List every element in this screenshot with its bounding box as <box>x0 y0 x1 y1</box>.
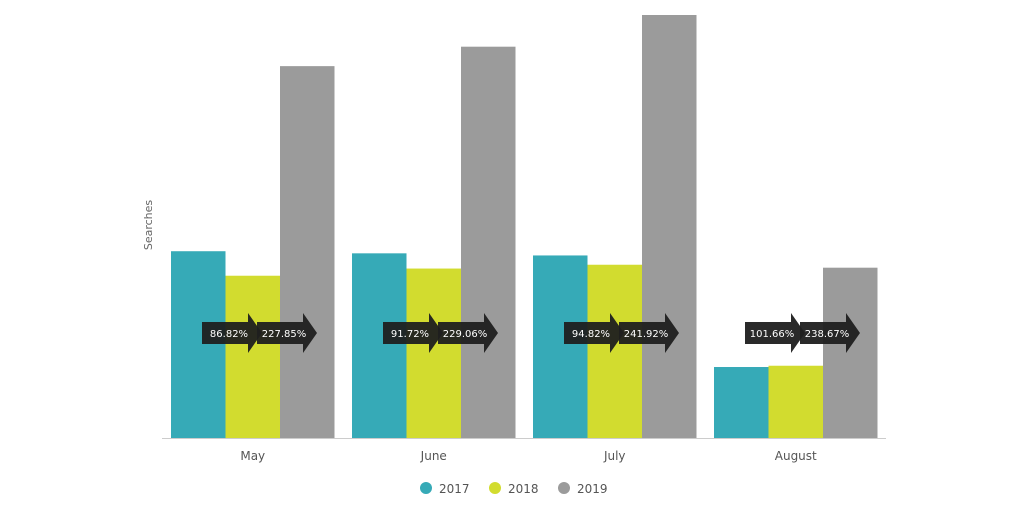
legend-swatch <box>420 482 432 494</box>
bar-may-2019[interactable] <box>280 66 335 438</box>
callout-july-2019-vs-2017-label: 241.92% <box>624 329 669 340</box>
legend-label: 2017 <box>439 482 470 496</box>
callout-june-2019-vs-2017-arrow <box>438 313 498 353</box>
bar-august-2018[interactable] <box>768 365 824 438</box>
callout-may-2018-vs-2017-arrow <box>202 313 262 353</box>
callout-june-2018-vs-2017-label: 91.72% <box>391 329 429 340</box>
legend-item-2019[interactable]: 2019 <box>558 482 608 496</box>
callout-august-2018-vs-2017-label: 101.66% <box>750 329 795 340</box>
bar-july-2019[interactable] <box>642 15 697 438</box>
bar-may-2018[interactable] <box>225 275 281 438</box>
bar-may-2017[interactable] <box>171 251 226 438</box>
bar-august-2019[interactable] <box>823 267 878 438</box>
bar-june-2017[interactable] <box>352 253 407 438</box>
legend-label: 2018 <box>508 482 539 496</box>
x-tick-label: August <box>775 449 817 463</box>
callout-may-2019-vs-2017-arrow <box>257 313 317 353</box>
callout-may-2018-vs-2017-label: 86.82% <box>210 329 248 340</box>
bar-june-2019[interactable] <box>461 46 516 438</box>
legend-item-2018[interactable]: 2018 <box>489 482 539 496</box>
callout-august-2019-vs-2017-label: 238.67% <box>805 329 850 340</box>
x-tick-labels: May June July August <box>240 449 817 463</box>
legend-swatch <box>489 482 501 494</box>
legend-swatch <box>558 482 570 494</box>
x-tick-label: July <box>603 449 626 463</box>
bar-july-2018[interactable] <box>587 264 643 438</box>
callout-may-2019-vs-2017-label: 227.85% <box>262 329 307 340</box>
bars-group <box>171 15 878 438</box>
legend-label: 2019 <box>577 482 608 496</box>
bar-june-2018[interactable] <box>406 268 462 438</box>
callout-july-2019-vs-2017-arrow <box>619 313 679 353</box>
callout-august-2018-vs-2017-arrow <box>745 313 805 353</box>
callout-june-2019-vs-2017-label: 229.06% <box>443 329 488 340</box>
callout-july-2018-vs-2017-label: 94.82% <box>572 329 610 340</box>
callout-august-2019-vs-2017-arrow <box>800 313 860 353</box>
callouts-group: 86.82% 227.85% 91.72% 229.06% 94.82% 241.92% 1… <box>202 313 860 353</box>
x-tick-label: May <box>240 449 265 463</box>
x-tick-label: June <box>420 449 447 463</box>
bar-july-2017[interactable] <box>533 255 588 438</box>
legend[interactable]: 2017 2018 2019 <box>420 482 608 496</box>
y-axis-label: Searches <box>142 200 155 251</box>
callout-june-2018-vs-2017-arrow <box>383 313 443 353</box>
bar-august-2017[interactable] <box>714 367 769 438</box>
callout-july-2018-vs-2017-arrow <box>564 313 624 353</box>
legend-item-2017[interactable]: 2017 <box>420 482 470 496</box>
